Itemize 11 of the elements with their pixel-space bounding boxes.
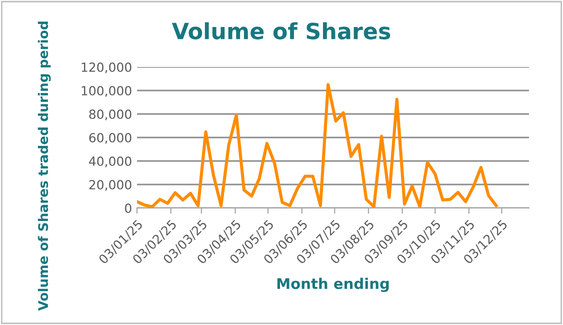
y-tick-label: 80,000 <box>89 109 132 120</box>
y-tick-label: 20,000 <box>89 180 132 191</box>
y-tick-label: 40,000 <box>89 156 132 168</box>
line-series <box>137 83 498 208</box>
y-tick-label: 120,000 <box>82 62 132 74</box>
chart-title: Volume of Shares <box>172 22 390 40</box>
y-axis-title: Volume of Shares traded during period <box>38 22 51 311</box>
y-tick-label: 100,000 <box>82 86 132 97</box>
x-axis-title: Month ending <box>277 278 389 292</box>
y-tick-label: 60,000 <box>89 132 132 144</box>
y-tick-label: 0 <box>125 203 132 213</box>
